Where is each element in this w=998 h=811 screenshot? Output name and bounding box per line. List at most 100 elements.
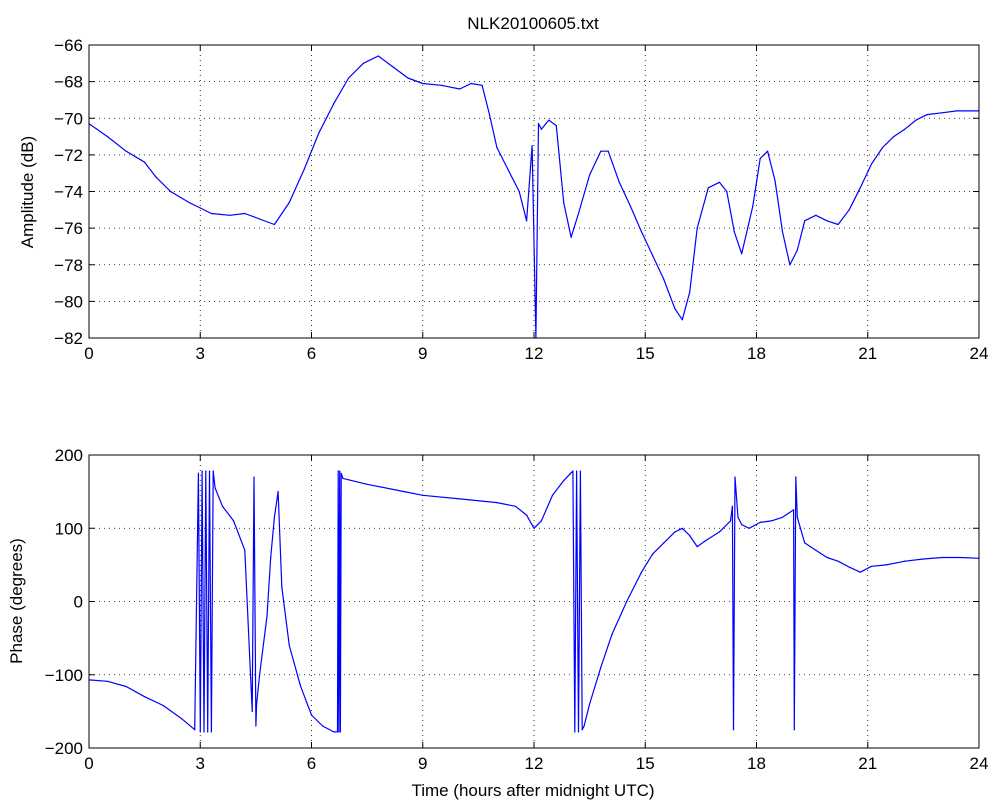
phase-data-point (870, 565, 873, 567)
phase-data-point (144, 696, 146, 698)
phase-data-point (233, 520, 235, 522)
amplitude-data-point (526, 220, 528, 222)
phase-data-point (125, 685, 127, 688)
phase-x-tick-label: 3 (196, 754, 205, 773)
phase-data-point (256, 703, 258, 705)
phase-y-tick-label: 100 (55, 519, 83, 538)
amplitude-data-point (507, 168, 509, 171)
amplitude-data-point (741, 253, 743, 255)
amplitude-data-point (600, 150, 602, 152)
amplitude-data-point (663, 278, 665, 280)
amplitude-data-point (707, 187, 709, 189)
amplitude-x-tick-label: 0 (84, 344, 93, 363)
amplitude-data-point (589, 174, 591, 176)
phase-data-point (581, 729, 583, 731)
phase-data-point (201, 470, 203, 472)
phase-x-tick-label: 9 (418, 754, 427, 773)
amplitude-data-point (407, 77, 409, 79)
amplitude-data-point (629, 205, 632, 207)
phase-x-tick-label: 18 (747, 754, 766, 773)
amplitude-data-point (956, 110, 958, 112)
amplitude-data-point (681, 319, 683, 321)
phase-data-point (310, 714, 313, 716)
phase-data-point (674, 531, 676, 533)
phase-data-point (259, 674, 261, 676)
phase-data-point (255, 725, 257, 727)
phase-data-point (611, 633, 613, 636)
phase-data-point (696, 546, 698, 548)
phase-data-point (577, 731, 580, 733)
phase-data-point (333, 731, 335, 733)
amplitude-data-point (144, 161, 146, 163)
phase-data-point (732, 729, 735, 731)
phase-data-point (106, 680, 109, 682)
phase-data-point (208, 470, 211, 472)
amplitude-data-point (303, 168, 305, 171)
phase-data-point (162, 704, 164, 707)
amplitude-data-point (774, 179, 776, 182)
amplitude-data-point (652, 255, 654, 257)
amplitude-data-point (941, 112, 943, 114)
amplitude-x-tick-label: 12 (525, 344, 544, 363)
phase-data-point (526, 514, 528, 516)
phase-data-point (583, 725, 585, 727)
amplitude-data-point (882, 146, 884, 149)
phase-data-point (793, 729, 795, 731)
phase-data-point (652, 553, 654, 555)
amplitude-data-point (837, 223, 839, 226)
phase-data-point (731, 505, 734, 507)
amplitude-data-point (210, 212, 212, 215)
phase-data-point (640, 571, 643, 573)
amplitude-y-tick-label: −72 (54, 146, 83, 165)
amplitude-data-point (518, 190, 520, 193)
phase-data-point (339, 470, 341, 472)
amplitude-y-tick-label: −70 (54, 109, 83, 128)
phase-data-point (885, 564, 887, 566)
amplitude-data-point (607, 150, 609, 152)
amplitude-y-axis-label: Amplitude (dB) (18, 136, 37, 248)
phase-data-point (804, 542, 806, 544)
phase-data-point (288, 644, 290, 647)
amplitude-data-point (733, 231, 735, 233)
amplitude-data-point (804, 220, 806, 222)
amplitude-data-point (170, 190, 172, 193)
phase-data-point (848, 566, 850, 568)
phase-data-point (563, 480, 565, 482)
phase-data-point (815, 549, 817, 551)
amplitude-x-tick-label: 21 (858, 344, 877, 363)
amplitude-data-point (333, 103, 335, 105)
amplitude-data-point (188, 201, 190, 204)
amplitude-data-point (440, 84, 442, 86)
amplitude-data-point (273, 223, 275, 226)
amplitude-data-point (848, 209, 850, 211)
phase-data-point (576, 470, 578, 472)
phase-x-tick-label: 21 (858, 754, 877, 773)
phase-data-point (941, 556, 943, 559)
amplitude-data-point (496, 146, 498, 149)
phase-x-tick-label: 6 (307, 754, 316, 773)
phase-data-point (214, 487, 216, 489)
phase-data-point (277, 491, 279, 493)
phase-data-point (704, 540, 706, 543)
phase-data-point (337, 470, 339, 472)
chart-title: NLK20100605.txt (467, 14, 599, 33)
amplitude-data-point (815, 214, 817, 216)
amplitude-data-point (537, 123, 540, 125)
amplitude-x-tick-label: 15 (636, 344, 655, 363)
amplitude-data-point (752, 205, 754, 207)
amplitude-y-tick-label: −80 (54, 292, 83, 311)
phase-data-point (266, 615, 268, 617)
phase-data-point (551, 494, 554, 496)
phase-x-tick-label: 12 (525, 754, 544, 773)
amplitude-y-tick-label: −82 (54, 329, 83, 348)
phase-data-point (210, 731, 212, 733)
amplitude-data-point (229, 214, 231, 216)
phase-data-point (194, 729, 196, 731)
phase-data-point (922, 558, 925, 560)
amplitude-x-tick-label: 3 (196, 344, 205, 363)
amplitude-x-tick-label: 9 (418, 344, 427, 363)
phase-data-point (626, 600, 628, 603)
amplitude-data-point (348, 77, 350, 79)
